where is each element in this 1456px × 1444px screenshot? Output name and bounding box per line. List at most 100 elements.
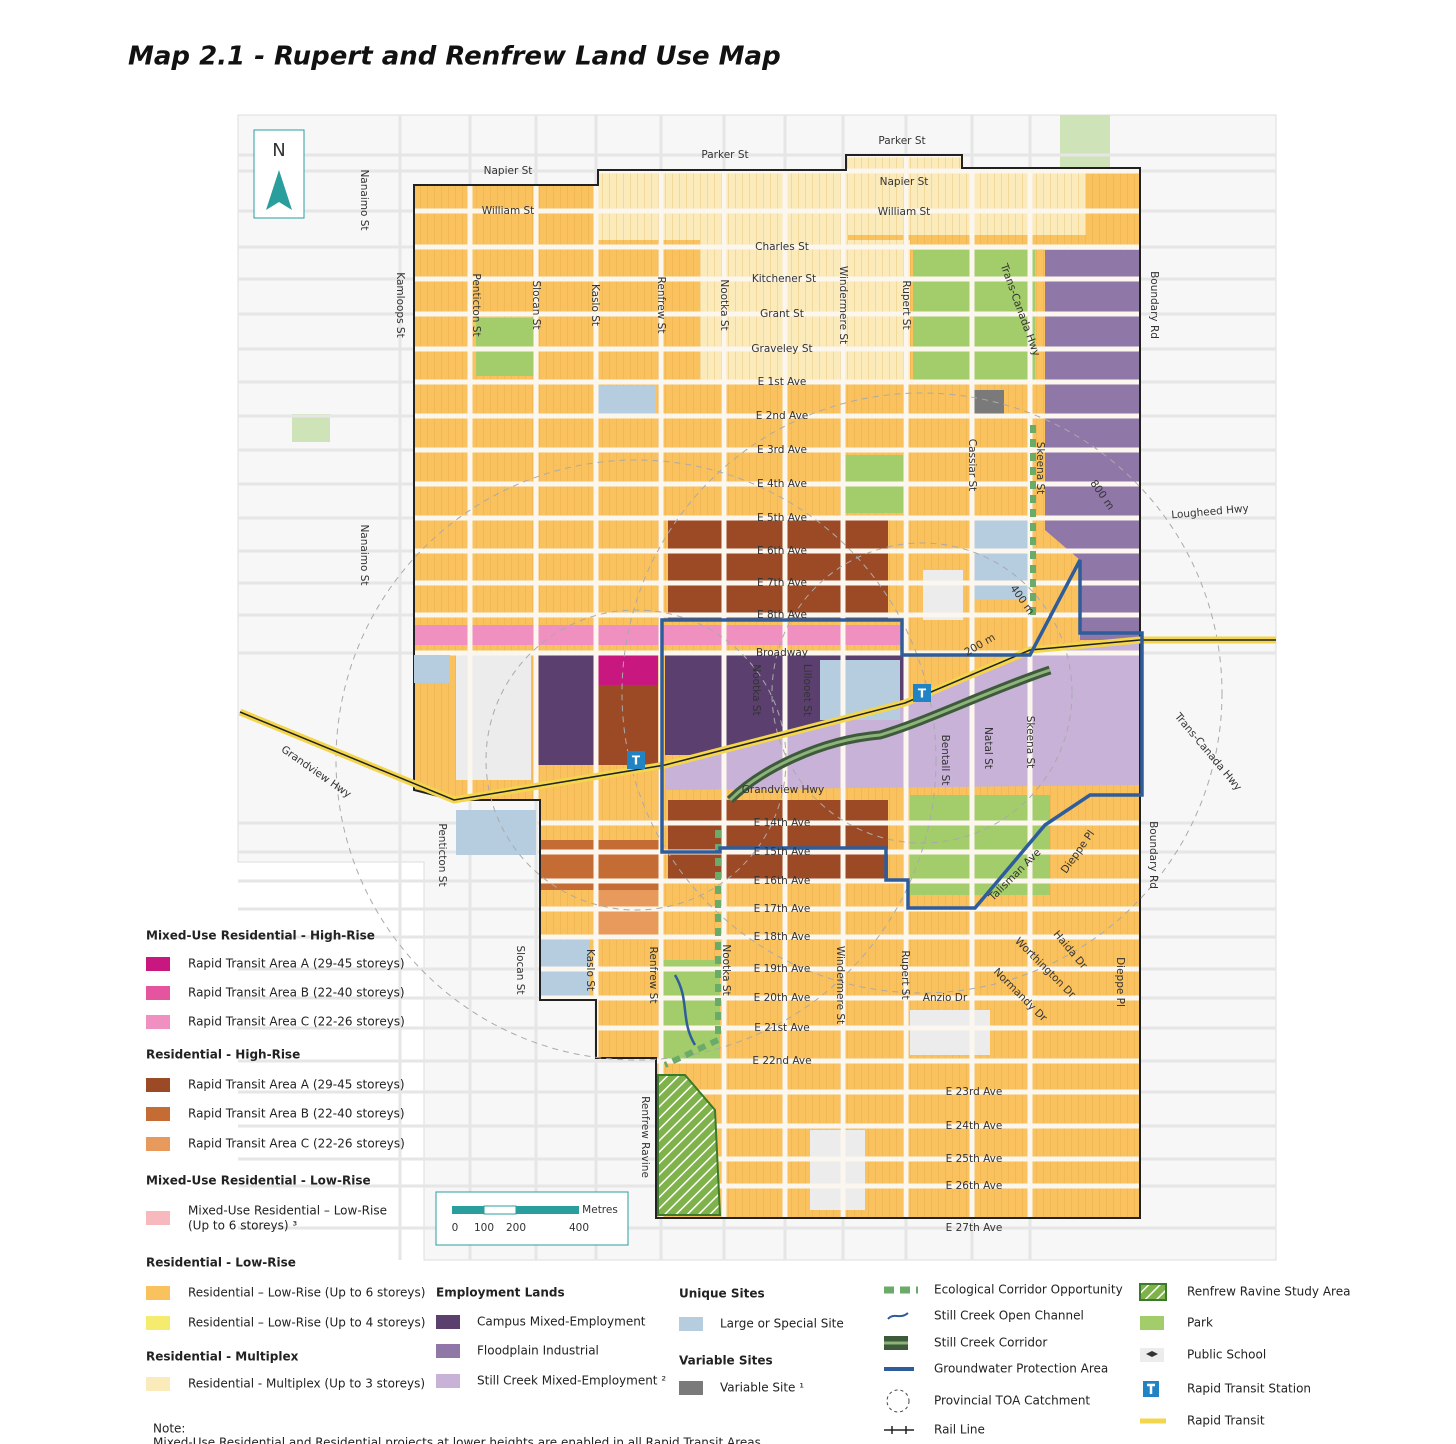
street-label: E 27th Ave bbox=[946, 1222, 1003, 1234]
street-label: Grant St bbox=[760, 308, 804, 320]
street-label: Parker St bbox=[701, 149, 748, 161]
variable-site bbox=[974, 390, 1004, 415]
street-label: E 3rd Ave bbox=[757, 444, 807, 456]
legend-heading: Mixed-Use Residential - High-Rise bbox=[146, 929, 375, 943]
street-label: E 18th Ave bbox=[754, 931, 811, 943]
scale-tick: 0 bbox=[452, 1222, 459, 1234]
school bbox=[923, 570, 963, 620]
legend-label: Residential - Multiplex (Up to 3 storeys… bbox=[188, 1377, 425, 1391]
street-label: Lillooet St bbox=[801, 664, 813, 716]
legend-label: Ecological Corridor Opportunity bbox=[934, 1283, 1123, 1297]
scale-box bbox=[435, 1191, 629, 1246]
special-site bbox=[972, 520, 1032, 600]
eco-corridor bbox=[663, 425, 1036, 1068]
street-label: E 15th Ave bbox=[754, 846, 811, 858]
street-label: Skeena St bbox=[1024, 716, 1036, 769]
street-label: Slocan St bbox=[514, 946, 526, 995]
street-label: Nanaimo St bbox=[358, 524, 370, 585]
legend-label: Rapid Transit bbox=[1187, 1414, 1265, 1428]
legend-label: (Up to 6 storeys) ³ bbox=[188, 1219, 297, 1233]
street-label: Rupert St bbox=[899, 950, 911, 999]
note-text: Mixed-Use Residential and Residential pr… bbox=[153, 1436, 761, 1444]
legend-label: Rapid Transit Area C (22-26 storeys) bbox=[188, 1137, 405, 1151]
street-label: E 21st Ave bbox=[754, 1022, 810, 1034]
legend-swatch bbox=[146, 1316, 170, 1330]
street-label: Natal St bbox=[982, 727, 994, 769]
street-label: E 7th Ave bbox=[757, 577, 807, 589]
street-label: Kitchener St bbox=[752, 273, 816, 285]
street-label: E 5th Ave bbox=[757, 512, 807, 524]
legend-label: Park bbox=[1187, 1316, 1213, 1330]
scale-tick: 100 bbox=[474, 1222, 494, 1234]
street-label: Nootka St bbox=[718, 279, 730, 330]
legend-heading: Residential - High-Rise bbox=[146, 1048, 300, 1062]
school bbox=[456, 655, 531, 780]
scale-bar bbox=[452, 1206, 484, 1214]
street-label: Broadway bbox=[756, 647, 808, 659]
street-label: Boundary Rd bbox=[1148, 271, 1160, 339]
street-label: Renfrew St bbox=[655, 277, 667, 334]
legend-heading: Mixed-Use Residential - Low-Rise bbox=[146, 1174, 371, 1188]
sym bbox=[886, 1389, 910, 1413]
street-label: William St bbox=[482, 205, 535, 217]
legend-label: Renfrew Ravine Study Area bbox=[1187, 1285, 1350, 1299]
map: N Parker St Parker St Napier St Napier St Wi… bbox=[237, 114, 1277, 1261]
legend-label: Large or Special Site bbox=[720, 1317, 844, 1331]
street-label: Bentall St bbox=[939, 735, 951, 786]
legend-label: Still Creek Open Channel bbox=[934, 1309, 1084, 1323]
outside-park bbox=[1060, 115, 1110, 170]
hr-c bbox=[598, 890, 658, 940]
outside-park bbox=[292, 414, 330, 442]
street-label: E 1st Ave bbox=[758, 376, 807, 388]
street-label: Windermere St bbox=[837, 266, 849, 344]
legend-swatch bbox=[146, 1286, 170, 1300]
street-label: Graveley St bbox=[751, 343, 812, 355]
sym bbox=[1140, 1316, 1164, 1330]
street-label: Napier St bbox=[484, 165, 533, 177]
note-heading: Note: bbox=[153, 1422, 185, 1436]
legend-swatch bbox=[679, 1317, 703, 1331]
station-label: T bbox=[632, 754, 641, 768]
school bbox=[910, 1010, 990, 1055]
legend-label: Still Creek Corridor bbox=[934, 1336, 1047, 1350]
compass-label: N bbox=[272, 140, 285, 161]
rail-line bbox=[239, 639, 1276, 801]
legend-label: Variable Site ¹ bbox=[720, 1381, 804, 1395]
legend-swatch bbox=[679, 1381, 703, 1395]
legend-heading: Variable Sites bbox=[679, 1354, 773, 1368]
special-site bbox=[598, 386, 656, 414]
scale-bar bbox=[483, 1205, 517, 1215]
street-label: Nootka St bbox=[750, 664, 762, 715]
street-label: Windermere St bbox=[834, 946, 846, 1024]
sym bbox=[887, 1312, 909, 1320]
creek-corridor bbox=[728, 668, 1051, 802]
street-label: Rupert St bbox=[900, 280, 912, 329]
scale-unit: Metres bbox=[582, 1204, 618, 1216]
legend-swatch bbox=[146, 957, 170, 971]
legend-label: Residential – Low-Rise (Up to 6 storeys) bbox=[188, 1286, 425, 1300]
legend-swatch bbox=[146, 1137, 170, 1151]
street-label: E 4th Ave bbox=[757, 478, 807, 490]
street-label: E 8th Ave bbox=[757, 609, 807, 621]
legend-label: Rapid Transit Area A (29-45 storeys) bbox=[188, 1078, 405, 1092]
groundwater-area bbox=[660, 559, 1144, 910]
rt-a bbox=[598, 655, 658, 685]
legend-swatch bbox=[146, 1015, 170, 1029]
legend-swatch bbox=[146, 1107, 170, 1121]
street-label: Napier St bbox=[880, 176, 929, 188]
sym bbox=[1147, 1383, 1155, 1394]
legend-label: Rail Line bbox=[934, 1423, 985, 1437]
street-label: E 25th Ave bbox=[946, 1153, 1003, 1165]
street-label: Kamloops St bbox=[394, 272, 406, 337]
sym bbox=[884, 1426, 914, 1434]
special-site bbox=[456, 810, 536, 855]
sym bbox=[1146, 1351, 1158, 1357]
street-label: Grandview Hwy bbox=[742, 784, 824, 796]
legend-swatch bbox=[146, 1211, 170, 1225]
station-icon bbox=[627, 751, 645, 769]
street-label: E 17th Ave bbox=[754, 903, 811, 915]
legend-label: Residential – Low-Rise (Up to 4 storeys) bbox=[188, 1316, 425, 1330]
street-label: Dieppe Pl bbox=[1114, 957, 1126, 1007]
legend-label: Groundwater Protection Area bbox=[934, 1362, 1108, 1376]
scale-bar bbox=[516, 1206, 579, 1214]
